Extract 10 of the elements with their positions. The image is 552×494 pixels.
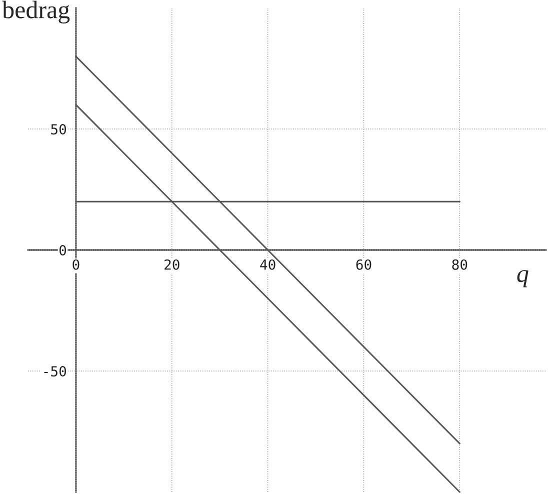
x-tick-label: 40 bbox=[260, 259, 276, 270]
x-tick-label: 0 bbox=[72, 259, 80, 270]
y-axis-title: bedrag bbox=[2, 0, 70, 24]
x-tick-label: 60 bbox=[356, 259, 372, 270]
x-axis-title: q bbox=[517, 270, 528, 288]
y-tick-label: 0 bbox=[59, 245, 66, 256]
x-tick-label: 20 bbox=[164, 259, 180, 270]
y-tick-label: 50 bbox=[51, 124, 66, 135]
x-tick-label: 80 bbox=[452, 259, 468, 270]
y-tick-label: -50 bbox=[44, 366, 66, 377]
